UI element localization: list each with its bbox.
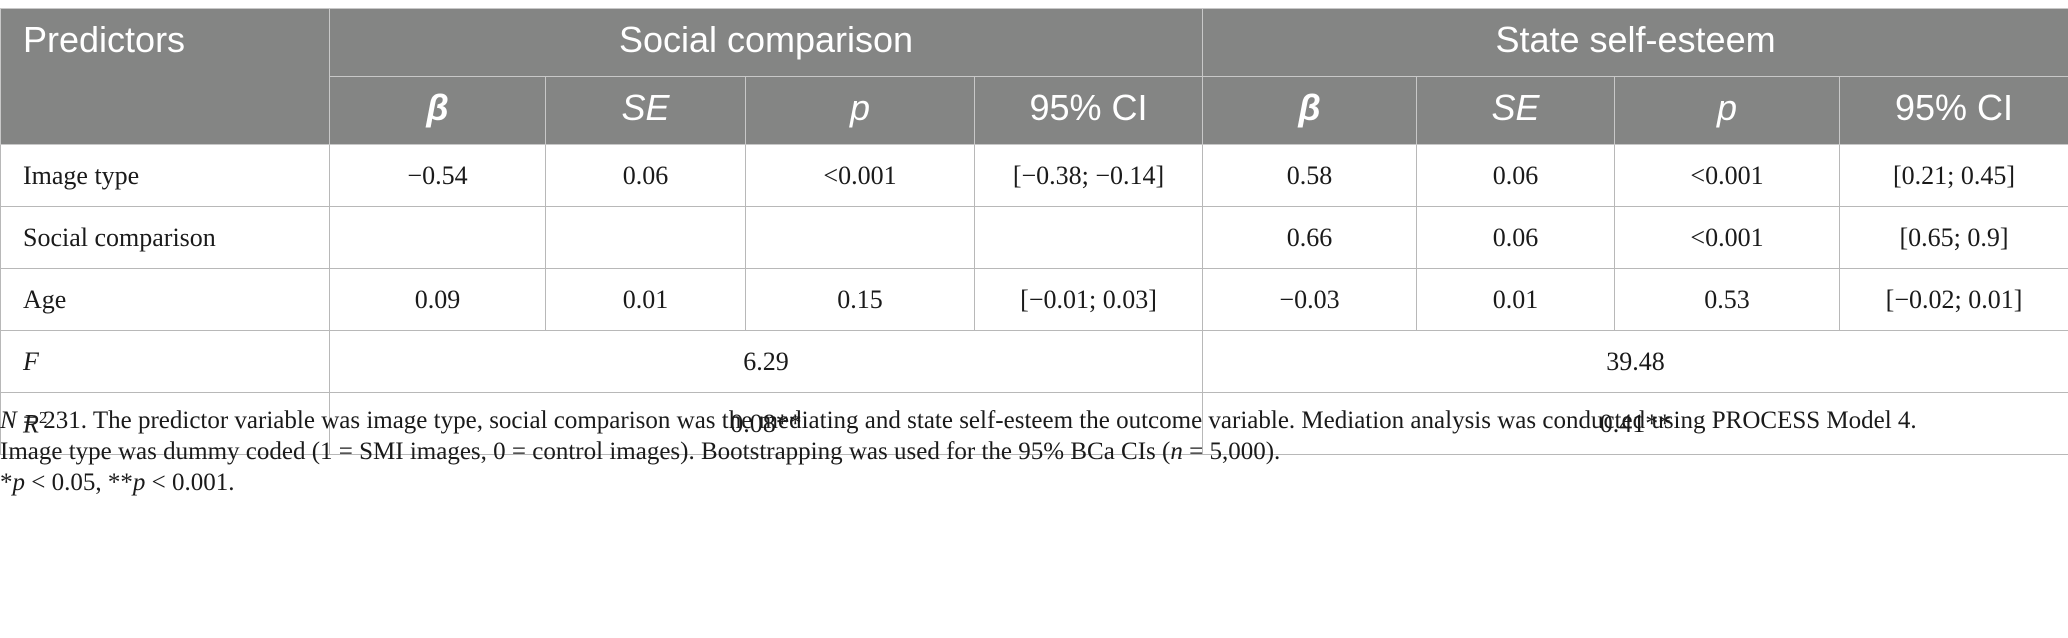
cell: 0.66 [1202,206,1418,269]
note-p-symbol: p [12,469,26,496]
note-text: Image type was dummy coded (1 = SMI imag… [0,438,1171,465]
note-line-2: Image type was dummy coded (1 = SMI imag… [0,436,2068,467]
cell: <0.001 [1614,206,1841,269]
r2-row: R2 0.08** 0.41** [0,392,2068,455]
sse-ci-header: 95% CI [1839,76,2068,145]
note-text: < 0.05, ** [25,469,133,496]
cell: [0.65; 0.9] [1839,206,2068,269]
sse-p-header: p [1614,76,1841,145]
header-row-groups: Predictors Social comparison State self-… [0,8,2068,145]
cell [545,206,746,269]
cell: 0.08** [328,392,1204,455]
sc-ci-header: 95% CI [973,76,1204,145]
cell: 0.01 [545,268,746,331]
header-row-stats: β SE p 95% CI β SE p 95% CI [1,76,2068,145]
cell: 0.01 [1416,268,1616,331]
table-row: Age 0.09 0.01 0.15 [−0.01; 0.03] −0.03 0… [0,268,2068,331]
note-n-symbol: n [1170,438,1183,465]
cell: 0.06 [545,144,746,207]
row-label: F [0,330,330,393]
r-symbol: R [23,409,39,439]
cell: [−0.01; 0.03] [973,268,1204,331]
cell: <0.001 [1614,144,1841,207]
note-n-symbol: N [0,407,17,434]
results-table-container: Predictors Social comparison State self-… [0,8,2068,455]
note-line-3: *p < 0.05, **p < 0.001. [0,467,2068,498]
r-superscript: 2 [38,407,48,427]
row-label: Social comparison [0,206,330,269]
cell [329,206,546,269]
cell: −0.54 [329,144,546,207]
cell: 6.29 [328,330,1204,393]
cell: 0.41** [1202,392,2068,455]
state-self-esteem-header: State self-esteem [1202,8,2068,77]
cell: 0.09 [329,268,546,331]
cell: 0.15 [745,268,975,331]
predictors-header: Predictors [0,8,330,145]
table-row: Image type −0.54 0.06 <0.001 [−0.38; −0.… [0,144,2068,207]
social-comparison-header: Social comparison [328,8,1204,77]
sc-se-header: SE [545,76,746,145]
sc-p-header: p [745,76,975,145]
cell [973,206,1204,269]
row-label: Image type [0,144,330,207]
cell: [−0.38; −0.14] [973,144,1204,207]
cell: [0.21; 0.45] [1839,144,2068,207]
row-label: Age [0,268,330,331]
note-text: * [0,469,13,496]
f-row: F 6.29 39.48 [0,330,2068,393]
note-text: = 5,000). [1182,438,1281,465]
row-label: R2 [0,392,330,455]
cell: <0.001 [745,144,975,207]
note-text: = 231. The predictor variable was image … [16,407,1917,434]
note-text: < 0.001. [145,469,235,496]
sc-beta-header: β [329,76,546,145]
cell: [−0.02; 0.01] [1839,268,2068,331]
note-p-symbol: p [132,469,146,496]
cell [745,206,975,269]
cell: 0.06 [1416,144,1616,207]
cell: 0.53 [1614,268,1841,331]
cell: 0.58 [1202,144,1418,207]
cell: 0.06 [1416,206,1616,269]
table-notes: N = 231. The predictor variable was imag… [0,405,2068,498]
sse-beta-header: β [1202,76,1418,145]
table-row: Social comparison 0.66 0.06 <0.001 [0.65… [0,206,2068,269]
note-line-1: N = 231. The predictor variable was imag… [0,405,2068,436]
cell: −0.03 [1202,268,1418,331]
sse-se-header: SE [1416,76,1616,145]
regression-table: Predictors Social comparison State self-… [0,8,2068,455]
cell: 39.48 [1202,330,2068,393]
